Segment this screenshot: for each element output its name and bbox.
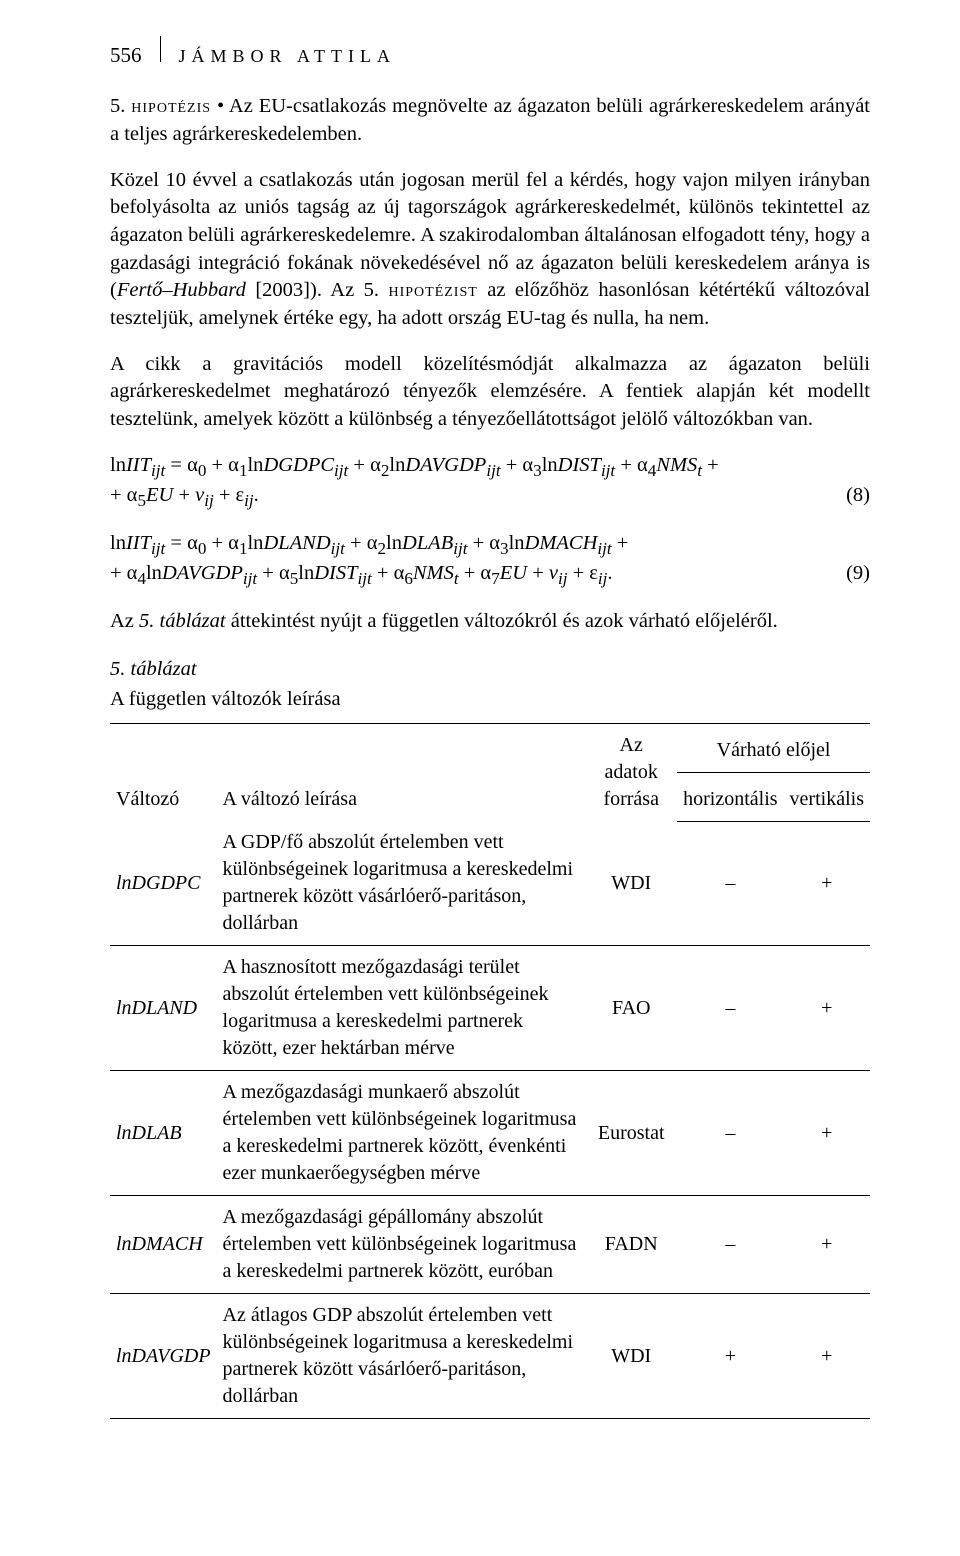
table-row: lnDLAB A mezőgazdasági munkaerő abszolút… — [110, 1071, 870, 1196]
cell-desc: A GDP/fő abszolút értelemben vett különb… — [217, 821, 586, 946]
equation-9-number: (9) — [822, 560, 870, 588]
col-header-sign-v: vertikális — [784, 773, 870, 822]
citation-authors: Fertő–Hubbard — [117, 279, 246, 301]
header-divider — [160, 36, 161, 62]
cell-src: FADN — [585, 1196, 677, 1294]
para-hypothesis-5: 5. hipotézis • Az EU-csatlakozás megnöve… — [110, 93, 870, 148]
author-head: JÁMBOR ATTILA — [179, 44, 397, 68]
table-caption: 5. táblázat — [110, 656, 870, 684]
table-row: lnDLAND A hasznosított mezőgazdasági ter… — [110, 946, 870, 1071]
cell-sign-h: – — [677, 1196, 783, 1294]
col-header-src: Az adatok forrása — [585, 724, 677, 822]
para-discussion: Közel 10 évvel a csatlakozás után jogosa… — [110, 167, 870, 333]
para-model-intro: A cikk a gravitációs modell közelítésmód… — [110, 351, 870, 434]
hypothesis-number: 5. — [110, 95, 131, 117]
running-head: 556 JÁMBOR ATTILA — [110, 40, 870, 69]
col-header-desc: A változó leírása — [217, 724, 586, 822]
cell-sign-h: – — [677, 821, 783, 946]
cell-sign-v: + — [784, 946, 870, 1071]
table-ref-i: 5. táblázat — [139, 610, 226, 632]
equation-8: lnIITijt = α0 + α1lnDGDPCijt + α2lnDAVGD… — [110, 452, 870, 512]
col-header-sign-group: Várható előjel — [677, 724, 870, 773]
equation-9-line1: lnIITijt = α0 + α1lnDLANDijt + α2lnDLABi… — [110, 530, 870, 560]
table-ref-a: Az — [110, 610, 139, 632]
cell-sign-h: – — [677, 1071, 783, 1196]
cell-sign-v: + — [784, 821, 870, 946]
cell-sign-h: + — [677, 1294, 783, 1419]
hypothesis-text: • Az EU-csatlakozás megnövelte az ágazat… — [110, 95, 870, 145]
cell-var: lnDGDPC — [110, 821, 217, 946]
page: 556 JÁMBOR ATTILA 5. hipotézis • Az EU-c… — [0, 0, 960, 1556]
col-header-sign-h: horizontális — [677, 773, 783, 822]
cell-src: Eurostat — [585, 1071, 677, 1196]
table-row: lnDMACH A mezőgazdasági gépállomány absz… — [110, 1196, 870, 1294]
discussion-b: [2003]). Az 5. — [246, 279, 389, 301]
col-header-var: Változó — [110, 724, 217, 822]
cell-src: WDI — [585, 821, 677, 946]
equation-8-line1: lnIITijt = α0 + α1lnDGDPCijt + α2lnDAVGD… — [110, 452, 870, 482]
equation-9: lnIITijt = α0 + α1lnDLANDijt + α2lnDLABi… — [110, 530, 870, 590]
cell-var: lnDLAB — [110, 1071, 217, 1196]
cell-sign-v: + — [784, 1071, 870, 1196]
equation-8-number: (8) — [822, 482, 870, 510]
table-row: lnDGDPC A GDP/fő abszolút értelemben vet… — [110, 821, 870, 946]
variables-table: Változó A változó leírása Az adatok forr… — [110, 723, 870, 1419]
cell-src: FAO — [585, 946, 677, 1071]
cell-desc: A hasznosított mezőgazdasági terület abs… — [217, 946, 586, 1071]
table-body: lnDGDPC A GDP/fő abszolút értelemben vet… — [110, 821, 870, 1419]
hypothesis-ref: hipotézist — [388, 279, 477, 301]
cell-var: lnDAVGDP — [110, 1294, 217, 1419]
table-title: A független változók leírása — [110, 686, 870, 714]
cell-desc: A mezőgazdasági gépállomány abszolút ért… — [217, 1196, 586, 1294]
cell-sign-h: – — [677, 946, 783, 1071]
equation-9-line2: + α4lnDAVGDPijt + α5lnDISTijt + α6NMSt +… — [110, 560, 613, 590]
cell-desc: Az átlagos GDP abszolút értelemben vett … — [217, 1294, 586, 1419]
cell-sign-v: + — [784, 1196, 870, 1294]
cell-var: lnDMACH — [110, 1196, 217, 1294]
page-number: 556 — [110, 41, 142, 69]
cell-sign-v: + — [784, 1294, 870, 1419]
equation-8-line2: + α5EU + vij + εij. — [110, 482, 259, 512]
cell-desc: A mezőgazdasági munkaerő abszolút értele… — [217, 1071, 586, 1196]
hypothesis-label: hipotézis — [131, 95, 211, 117]
table-ref-b: áttekintést nyújt a független változókró… — [226, 610, 778, 632]
cell-src: WDI — [585, 1294, 677, 1419]
para-table-ref: Az 5. táblázat áttekintést nyújt a függe… — [110, 608, 870, 636]
table-row: lnDAVGDP Az átlagos GDP abszolút értelem… — [110, 1294, 870, 1419]
cell-var: lnDLAND — [110, 946, 217, 1071]
